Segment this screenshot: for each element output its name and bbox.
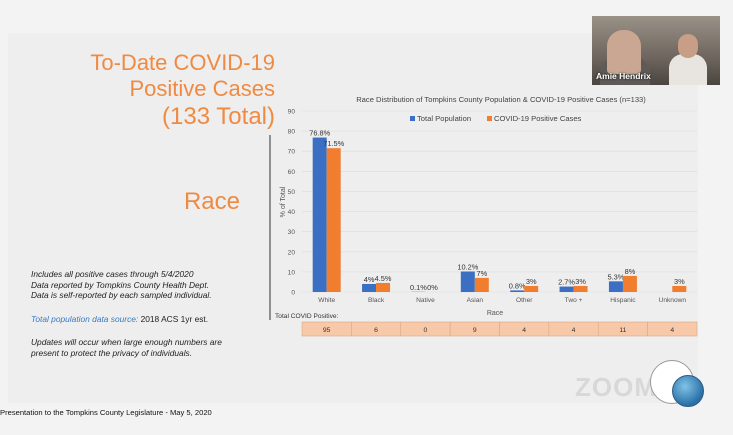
legend-total-population-swatch (410, 116, 415, 121)
table-cell-value: 0 (424, 327, 428, 334)
slide-title-line-2: Positive Cases (129, 76, 275, 101)
bar-positive (672, 285, 687, 292)
y-tick-label: 90 (288, 109, 296, 116)
slide-title: To-Date COVID-19 Positive Cases (133 Tot… (90, 50, 275, 132)
data-label: 4% (364, 275, 375, 284)
y-tick-label: 20 (288, 249, 296, 256)
data-label: 7% (476, 269, 487, 278)
y-tick-label: 60 (288, 169, 296, 176)
x-tick-label: Asian (467, 297, 484, 304)
y-tick-label: 40 (288, 209, 296, 216)
attendee-figure (669, 54, 707, 85)
bar-population (608, 281, 623, 292)
table-cell-value: 4 (670, 327, 674, 334)
attendee-head (678, 34, 698, 58)
bar-positive (622, 275, 637, 292)
speaker-head (607, 30, 641, 74)
data-label: 0% (427, 283, 438, 292)
y-tick-label: 70 (288, 149, 296, 156)
table-cell-value: 4 (572, 327, 576, 334)
note-line-2: Data reported by Tompkins County Health … (31, 279, 209, 290)
x-tick-label: White (318, 297, 335, 304)
bar-positive (326, 148, 341, 292)
legend-covid-positive-cases-swatch (487, 116, 492, 121)
globe-icon (672, 375, 704, 407)
y-axis-label: % of Total (280, 186, 287, 217)
legend-total-population-label: Total Population (417, 114, 471, 123)
footer-text: Presentation to the Tompkins County Legi… (0, 408, 212, 417)
table-cell-value: 6 (374, 327, 378, 334)
data-label: 3% (526, 277, 537, 286)
bar-population (510, 290, 525, 292)
table-cell-value: 4 (522, 327, 526, 334)
slide-title-line-1: To-Date COVID-19 (90, 50, 275, 75)
section-heading: Race (183, 188, 240, 215)
x-axis-label: Race (487, 310, 503, 317)
participant-name: Amie Hendrix (596, 71, 651, 81)
presentation-slide (8, 33, 698, 403)
bar-population (362, 283, 377, 292)
data-label: 76.8% (309, 129, 330, 138)
y-tick-label: 50 (288, 189, 296, 196)
x-tick-label: Unknown (659, 297, 687, 304)
bar-population (460, 271, 475, 292)
data-label: 5.3% (608, 272, 625, 281)
data-label: 4.5% (375, 274, 392, 283)
notes-block: Includes all positive cases through 5/4/… (31, 269, 212, 301)
table-cell-value: 95 (323, 327, 331, 334)
data-label: 8% (625, 267, 636, 276)
data-label: 2.7% (558, 278, 575, 287)
source-note: Total population data source: 2018 ACS 1… (31, 314, 208, 325)
bar-positive (524, 285, 539, 292)
zoom-logo: ZOOM (575, 372, 657, 402)
y-tick-label: 80 (288, 129, 296, 136)
table-cell (647, 321, 698, 337)
slide-title-line-3: (133 Total) (162, 103, 275, 130)
note-line-1: Includes all positive cases through 5/4/… (31, 269, 194, 279)
data-label: 0.8% (509, 281, 526, 290)
data-label: 0.1% (410, 283, 427, 292)
privacy-line-2: present to protect the privacy of indivi… (31, 347, 193, 358)
data-label: 3% (575, 277, 586, 286)
x-tick-label: Two + (565, 297, 583, 304)
source-label: Total population data source: (31, 314, 139, 324)
privacy-note: Updates will occur when large enough num… (31, 337, 222, 358)
data-label: 10.2% (457, 262, 478, 271)
chart-title: Race Distribution of Tompkins County Pop… (356, 95, 646, 104)
table-row-label: Total COVID Positive: (275, 313, 339, 320)
y-tick-label: 30 (288, 229, 296, 236)
bar-positive (474, 277, 489, 292)
bar-population (559, 286, 574, 292)
bar-positive (573, 285, 588, 292)
x-tick-label: Hispanic (610, 297, 636, 304)
y-tick-label: 10 (288, 269, 296, 276)
race-distribution-chart: Race Distribution of Tompkins County Pop… (269, 95, 698, 337)
source-value: 2018 ACS 1yr est. (140, 314, 209, 324)
bar-population (312, 137, 327, 292)
legend-covid-positive-cases-label: COVID-19 Positive Cases (494, 114, 582, 123)
y-tick-label: 0 (291, 290, 295, 297)
data-label: 71.5% (323, 139, 344, 148)
data-label: 3% (674, 277, 685, 286)
table-cell-value: 9 (473, 327, 477, 334)
x-tick-label: Other (516, 297, 533, 304)
privacy-line-1: Updates will occur when large enough num… (31, 337, 222, 347)
table-cell-value: 11 (619, 327, 626, 334)
video-thumbnail[interactable]: Amie Hendrix (592, 16, 720, 85)
bar-positive (376, 282, 391, 292)
x-tick-label: Black (368, 297, 385, 304)
x-tick-label: Native (416, 297, 435, 304)
note-line-3: Data is self-reported by each sampled in… (31, 290, 212, 300)
